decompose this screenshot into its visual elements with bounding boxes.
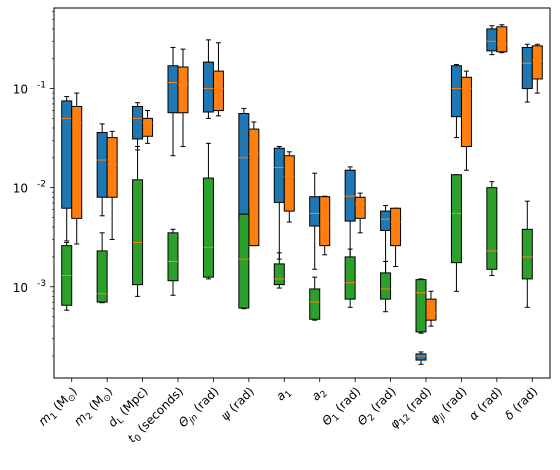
x-axis: m1 (M⊙)m2 (M⊙)dL (Mpc)t0 (seconds)Θjn (r…: [36, 378, 540, 446]
box-1-5: [248, 121, 260, 247]
y-tick-label: 10: [13, 83, 28, 97]
box-1-1: [106, 130, 118, 240]
x-category-label: a2: [309, 384, 330, 405]
plot-area: 10 -3 10 -2 10 -1 m1 (M⊙)m2 (M⊙)dL (Mpc)t0 (s…: [13, 7, 551, 446]
box-body: [283, 155, 295, 212]
box-body: [425, 298, 437, 321]
box-body: [486, 187, 498, 270]
box-body: [132, 179, 144, 286]
box-body: [380, 210, 392, 231]
box-2-6: [273, 252, 285, 289]
box-0-10: [415, 351, 427, 365]
box-1-0: [71, 92, 83, 245]
box-body: [132, 105, 144, 140]
box-0-3: [167, 46, 179, 157]
box-0-2: [132, 102, 144, 151]
box-body: [177, 66, 189, 114]
box-1-11: [460, 70, 472, 171]
box-1-9: [390, 207, 402, 268]
box-body: [380, 272, 392, 300]
box-2-5: [238, 213, 250, 310]
box-body: [344, 256, 356, 300]
box-body: [486, 28, 498, 52]
box-body: [71, 105, 83, 219]
box-body: [238, 113, 250, 220]
box-body: [415, 279, 427, 333]
box-0-11: [450, 63, 462, 139]
box-body: [521, 46, 533, 90]
box-body: [450, 174, 462, 264]
box-body: [521, 228, 533, 280]
x-category-label: φjl (rad): [427, 384, 472, 429]
box-0-6: [273, 146, 285, 260]
box-body: [390, 207, 402, 247]
box-2-7: [309, 276, 321, 321]
box-body: [142, 117, 154, 137]
box-2-8: [344, 248, 356, 308]
box-body: [202, 177, 214, 278]
box-1-4: [212, 42, 224, 117]
box-0-4: [202, 39, 214, 119]
box-body: [106, 137, 118, 198]
box-body: [248, 128, 260, 247]
box-body: [96, 132, 108, 198]
box-body: [450, 65, 462, 118]
box-series: [61, 24, 543, 365]
box-2-13: [521, 200, 533, 308]
box-body: [309, 196, 321, 227]
box-body: [273, 263, 285, 286]
box-0-1: [96, 123, 108, 217]
box-1-12: [496, 24, 508, 54]
y-tick-label: 10: [13, 182, 28, 196]
box-body: [273, 147, 285, 203]
box-body: [167, 232, 179, 282]
box-1-10: [425, 290, 437, 327]
box-body: [238, 213, 250, 309]
box-2-3: [167, 228, 179, 296]
box-body: [61, 100, 73, 209]
box-1-13: [531, 43, 543, 94]
box-2-4: [202, 142, 214, 280]
x-category-label: α (rad): [466, 384, 505, 423]
y-tick-exponent: -1: [37, 81, 46, 91]
axes-frame: [53, 7, 551, 379]
box-1-8: [354, 192, 366, 234]
box-0-0: [61, 96, 73, 242]
y-tick-exponent: -3: [37, 279, 46, 289]
x-category-label: δ (rad): [502, 384, 540, 422]
box-body: [460, 76, 472, 148]
box-body: [202, 61, 214, 113]
box-body: [344, 169, 356, 222]
y-axis: 10 -3 10 -2 10 -1: [13, 11, 54, 357]
box-2-9: [380, 260, 392, 313]
box-2-12: [486, 181, 498, 276]
x-category-label: a1: [273, 384, 294, 405]
box-1-2: [142, 110, 154, 144]
box-body: [415, 353, 427, 361]
box-body: [167, 65, 179, 114]
y-tick-label: 10: [13, 281, 28, 295]
box-body: [309, 288, 321, 320]
box-0-7: [309, 172, 321, 270]
x-category-label: ψ (rad): [218, 384, 257, 423]
box-body: [496, 26, 508, 53]
box-body: [96, 250, 108, 303]
box-body: [212, 70, 224, 112]
box-body: [354, 196, 366, 219]
box-body: [319, 196, 331, 247]
box-0-13: [521, 43, 533, 103]
box-1-3: [177, 48, 189, 148]
box-2-11: [450, 174, 462, 292]
box-2-0: [61, 241, 73, 311]
box-1-7: [319, 195, 331, 256]
box-2-10: [415, 278, 427, 334]
box-1-6: [283, 151, 295, 223]
box-body: [531, 45, 543, 80]
box-0-12: [486, 25, 498, 56]
y-tick-exponent: -2: [37, 180, 46, 190]
box-2-2: [132, 146, 144, 297]
box-2-1: [96, 232, 108, 304]
